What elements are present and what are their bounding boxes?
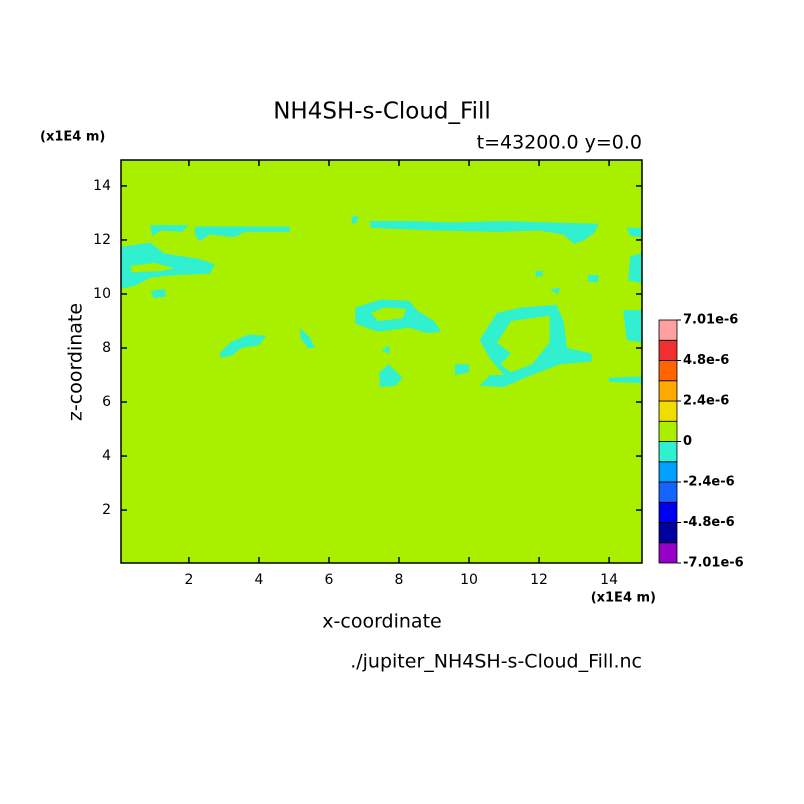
contour-region: [628, 253, 642, 284]
x-tick-label: 6: [325, 572, 334, 588]
contour-region: [351, 215, 359, 224]
colorbar-label: 0: [683, 434, 692, 449]
x-tick-label: 12: [530, 572, 548, 588]
colorbar-box: [658, 542, 678, 564]
colorbar-box: [658, 441, 678, 463]
colorbar-box: [658, 522, 678, 544]
contour-region: [379, 364, 403, 388]
contour-region: [299, 327, 315, 348]
y-tick-label: 12: [93, 232, 111, 248]
contour-region: [588, 275, 599, 282]
y-tick-label: 14: [93, 178, 111, 194]
contour-region: [150, 288, 167, 299]
contour-region: [549, 287, 561, 294]
colorbar-box: [658, 461, 678, 483]
y-axis-label: z-coordinate: [65, 303, 87, 421]
colorbar-label: -7.01e-6: [683, 556, 744, 571]
contour-region: [455, 364, 470, 376]
x-tick-label: 2: [184, 572, 193, 588]
colorbar-label: 2.4e-6: [683, 394, 729, 409]
y-tick-label: 10: [93, 286, 111, 302]
contour-hole: [131, 262, 175, 273]
contour-region: [219, 334, 266, 358]
contour-hole: [497, 315, 550, 373]
x-unit: (x1E4 m): [591, 591, 656, 606]
colorbar-label: 4.8e-6: [683, 353, 729, 368]
y-unit: (x1E4 m): [40, 130, 105, 145]
y-tick-label: 4: [102, 448, 111, 464]
contour-region: [121, 242, 215, 289]
y-tick-label: 8: [102, 340, 111, 356]
contour-region: [626, 227, 642, 238]
contour-region: [609, 376, 642, 384]
contour-region: [535, 271, 543, 277]
colorbar-label: -4.8e-6: [683, 515, 735, 530]
plot-frame: [120, 159, 643, 564]
colorbar-box: [658, 380, 678, 402]
x-tick-label: 14: [600, 572, 618, 588]
contour-region: [150, 225, 189, 236]
subtitle: t=43200.0 y=0.0: [477, 132, 642, 154]
source-file: ./jupiter_NH4SH-s-Cloud_Fill.nc: [350, 651, 642, 673]
x-tick-label: 10: [460, 572, 478, 588]
contour-region: [381, 345, 391, 354]
contour-hole: [370, 307, 407, 321]
y-tick-label: 6: [102, 394, 111, 410]
contour-regions: [121, 215, 642, 388]
colorbar-box: [658, 481, 678, 503]
contour-region: [194, 226, 290, 242]
colorbar-label: -2.4e-6: [683, 475, 735, 490]
x-axis-label: x-coordinate: [322, 611, 441, 633]
x-tick-label: 4: [254, 572, 263, 588]
colorbar-box: [658, 501, 678, 523]
x-tick-label: 8: [395, 572, 404, 588]
chart-title: NH4SH-s-Cloud_Fill: [273, 99, 491, 125]
colorbar-box: [658, 420, 678, 442]
colorbar-box: [658, 360, 678, 382]
colorbar-box: [658, 339, 678, 361]
contour-region: [623, 310, 642, 343]
colorbar-box: [658, 400, 678, 422]
y-tick-label: 2: [102, 502, 111, 518]
contour-region: [369, 221, 599, 245]
colorbar-box: [658, 319, 678, 341]
colorbar-label: 7.01e-6: [683, 313, 738, 328]
